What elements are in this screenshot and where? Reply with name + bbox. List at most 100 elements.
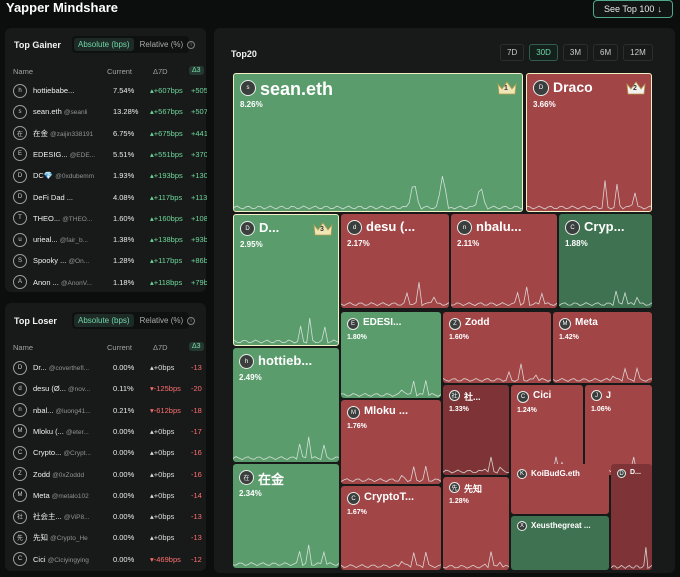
col-name[interactable]: Name — [13, 343, 34, 352]
loser-row[interactable]: C Cici @Ciciyingying 0.00% ▾-469bps -12 — [5, 549, 206, 570]
row-display-name: Mloku (... — [33, 426, 64, 436]
loser-row[interactable]: C Crypto... @Crypt... 0.00% ▴+0bps -16 — [5, 442, 206, 463]
info-icon[interactable]: i — [187, 317, 195, 325]
treemap-tile[interactable]: C Cici 1.24% — [511, 385, 583, 475]
avatar: C — [13, 445, 27, 460]
sparkline — [553, 366, 652, 382]
loser-row[interactable]: M Mloku (... @eter... 0.00% ▴+0bps -17 — [5, 421, 206, 442]
gainer-row[interactable]: S Spooky ... @On... 1.28% ▴+117bps +86b — [5, 250, 207, 271]
treemap-tile[interactable]: E EDESI... 1.80% — [341, 312, 441, 398]
treemap-tile[interactable]: M Mloku ... 1.76% — [341, 400, 441, 484]
row-delta-30d: -13 — [191, 533, 202, 543]
app-title: Yapper Mindshare — [6, 0, 118, 15]
gainer-tab-absolute[interactable]: Absolute (bps) — [74, 38, 134, 51]
col-current[interactable]: Current — [107, 343, 133, 352]
crown-icon: 3 — [312, 220, 334, 238]
row-name: nbal... @luong41... — [33, 406, 111, 415]
treemap-tile[interactable]: D Draco 3.66% 2 — [526, 73, 652, 212]
gainer-tab-relative[interactable]: Relative (%) — [139, 40, 184, 49]
treemap-tile[interactable]: K KoiBudG.eth — [511, 464, 609, 514]
avatar: X — [517, 521, 527, 531]
row-current: 1.18% — [113, 277, 135, 287]
sparkline — [611, 546, 652, 569]
col-d30[interactable]: Δ3 — [189, 66, 204, 75]
gainer-row[interactable]: h hottiebabe... 7.54% ▴+607bps +505 — [5, 80, 207, 101]
treemap-tile[interactable]: 在在金 2.34% — [233, 464, 339, 568]
col-name[interactable]: Name — [13, 67, 34, 76]
sparkline — [527, 180, 651, 210]
avatar: 社 — [13, 509, 27, 524]
see-top-100-button[interactable]: See Top 100 ↓ — [593, 0, 673, 18]
treemap-tile[interactable]: C Cryp... 1.88% — [559, 214, 652, 308]
col-d7[interactable]: Δ7D — [153, 343, 168, 352]
gainer-row[interactable]: s sean.eth @seanli 13.28% ▴+567bps +507 — [5, 101, 207, 122]
loser-row[interactable]: 先先知 @Crypto_He 0.00% ▴+0bps -13 — [5, 527, 206, 548]
treemap-tile[interactable]: 先先知 1.28% — [443, 477, 509, 570]
loser-row[interactable]: M Meta @metalo102 0.00% ▴+0bps -14 — [5, 485, 206, 506]
row-delta-30d: +108 — [191, 213, 207, 223]
treemap-tile[interactable]: s sean.eth 8.26% 1 — [233, 73, 523, 212]
treemap-tile[interactable]: h hottieb... 2.49% — [233, 348, 339, 462]
loser-tab-absolute[interactable]: Absolute (bps) — [74, 314, 134, 327]
timeframe-6m[interactable]: 6M — [593, 44, 619, 61]
loser-row[interactable]: 社社会主... @ViP8... 0.00% ▴+0bps -13 — [5, 506, 206, 527]
avatar: d — [347, 220, 362, 235]
tile-percent: 1.33% — [449, 406, 469, 413]
tile-name: Draco — [553, 79, 593, 95]
row-display-name: Cici — [33, 554, 46, 564]
gainer-row[interactable]: A Anon ... @AnonV... 1.18% ▴+118bps +79b — [5, 272, 207, 293]
tile-percent: 1.60% — [449, 334, 469, 341]
row-handle: @ViP8... — [63, 514, 90, 522]
treemap-tile[interactable]: d desu (... 2.17% — [341, 214, 449, 308]
treemap-tile[interactable]: Z Zodd 1.60% — [443, 312, 551, 383]
timeframe-7d[interactable]: 7D — [500, 44, 525, 61]
loser-row[interactable]: Z Zodd @0xZoddd 0.00% ▴+0bps -16 — [5, 464, 206, 485]
loser-row[interactable]: d desu (Ø... @nov... 0.11% ▾-125bps -20 — [5, 378, 206, 399]
col-d7[interactable]: Δ7D — [153, 67, 168, 76]
gainer-row[interactable]: D DeFi Dad ... 4.08% ▴+117bps +113 — [5, 187, 207, 208]
row-display-name: nbal... — [33, 405, 54, 415]
gainer-row[interactable]: 在在金 @zaijin338191 6.75% ▴+675bps +441 — [5, 123, 207, 144]
tile-percent: 1.42% — [559, 334, 579, 341]
timeframe-30d[interactable]: 30D — [529, 44, 558, 61]
row-handle: @Ciciyingying — [47, 556, 89, 564]
treemap-tile[interactable]: M Meta 1.42% — [553, 312, 652, 383]
tile-name: Xeusthegreat ... — [531, 521, 591, 530]
col-d30[interactable]: Δ3 — [189, 342, 204, 351]
treemap-tile[interactable]: D D... — [611, 464, 652, 570]
row-delta-7d: ▴+567bps — [150, 107, 183, 117]
loser-row[interactable]: n nbal... @luong41... 0.21% ▾-612bps -18 — [5, 400, 206, 421]
gainer-row[interactable]: D DC💎 @0xdubemm 1.93% ▴+193bps +130 — [5, 165, 207, 186]
avatar: 先 — [13, 530, 27, 545]
col-current[interactable]: Current — [107, 67, 133, 76]
gainer-row[interactable]: u urieal... @fair_b... 1.38% ▴+138bps +93b — [5, 229, 207, 250]
sparkline-path — [527, 180, 651, 210]
treemap-tile[interactable]: n nbalu... 2.11% — [451, 214, 557, 308]
sparkline-path — [234, 317, 338, 344]
gainer-row[interactable]: E EDESIG... @EDE... 5.51% ▴+551bps +370 — [5, 144, 207, 165]
tile-percent: 2.34% — [239, 489, 262, 498]
tile-name: D... — [259, 220, 280, 235]
treemap-tile[interactable]: C CryptoT... 1.67% — [341, 486, 441, 570]
timeframe-12m[interactable]: 12M — [623, 44, 653, 61]
row-name: desu (Ø... @nov... — [33, 384, 111, 393]
loser-tab-relative[interactable]: Relative (%) — [139, 316, 184, 325]
timeframe-3m[interactable]: 3M — [562, 44, 589, 61]
row-display-name: Zodd — [33, 469, 51, 479]
treemap-tile[interactable]: 社社... 1.33% — [443, 385, 509, 475]
treemap-tile[interactable]: J J 1.06% — [585, 385, 652, 475]
row-display-name: EDESIG... — [33, 149, 68, 159]
sparkline-path — [341, 282, 449, 307]
info-icon[interactable]: i — [187, 41, 195, 49]
tile-percent: 8.26% — [240, 100, 263, 109]
sparkline — [443, 456, 509, 474]
loser-row[interactable]: D Dr... @coverthefl... 0.00% ▴+0bps -13 — [5, 357, 206, 378]
rank-label: 1 — [504, 85, 508, 92]
row-display-name: Spooky ... — [33, 256, 67, 266]
treemap-tile[interactable]: X Xeusthegreat ... — [511, 516, 609, 570]
treemap-tile[interactable]: D D... 2.95% 3 — [233, 214, 339, 346]
avatar: J — [591, 390, 602, 401]
avatar: C — [517, 391, 529, 403]
gainer-row[interactable]: T THEO... @THEO... 1.60% ▴+160bps +108 — [5, 208, 207, 229]
row-name: hottiebabe... — [33, 86, 111, 95]
